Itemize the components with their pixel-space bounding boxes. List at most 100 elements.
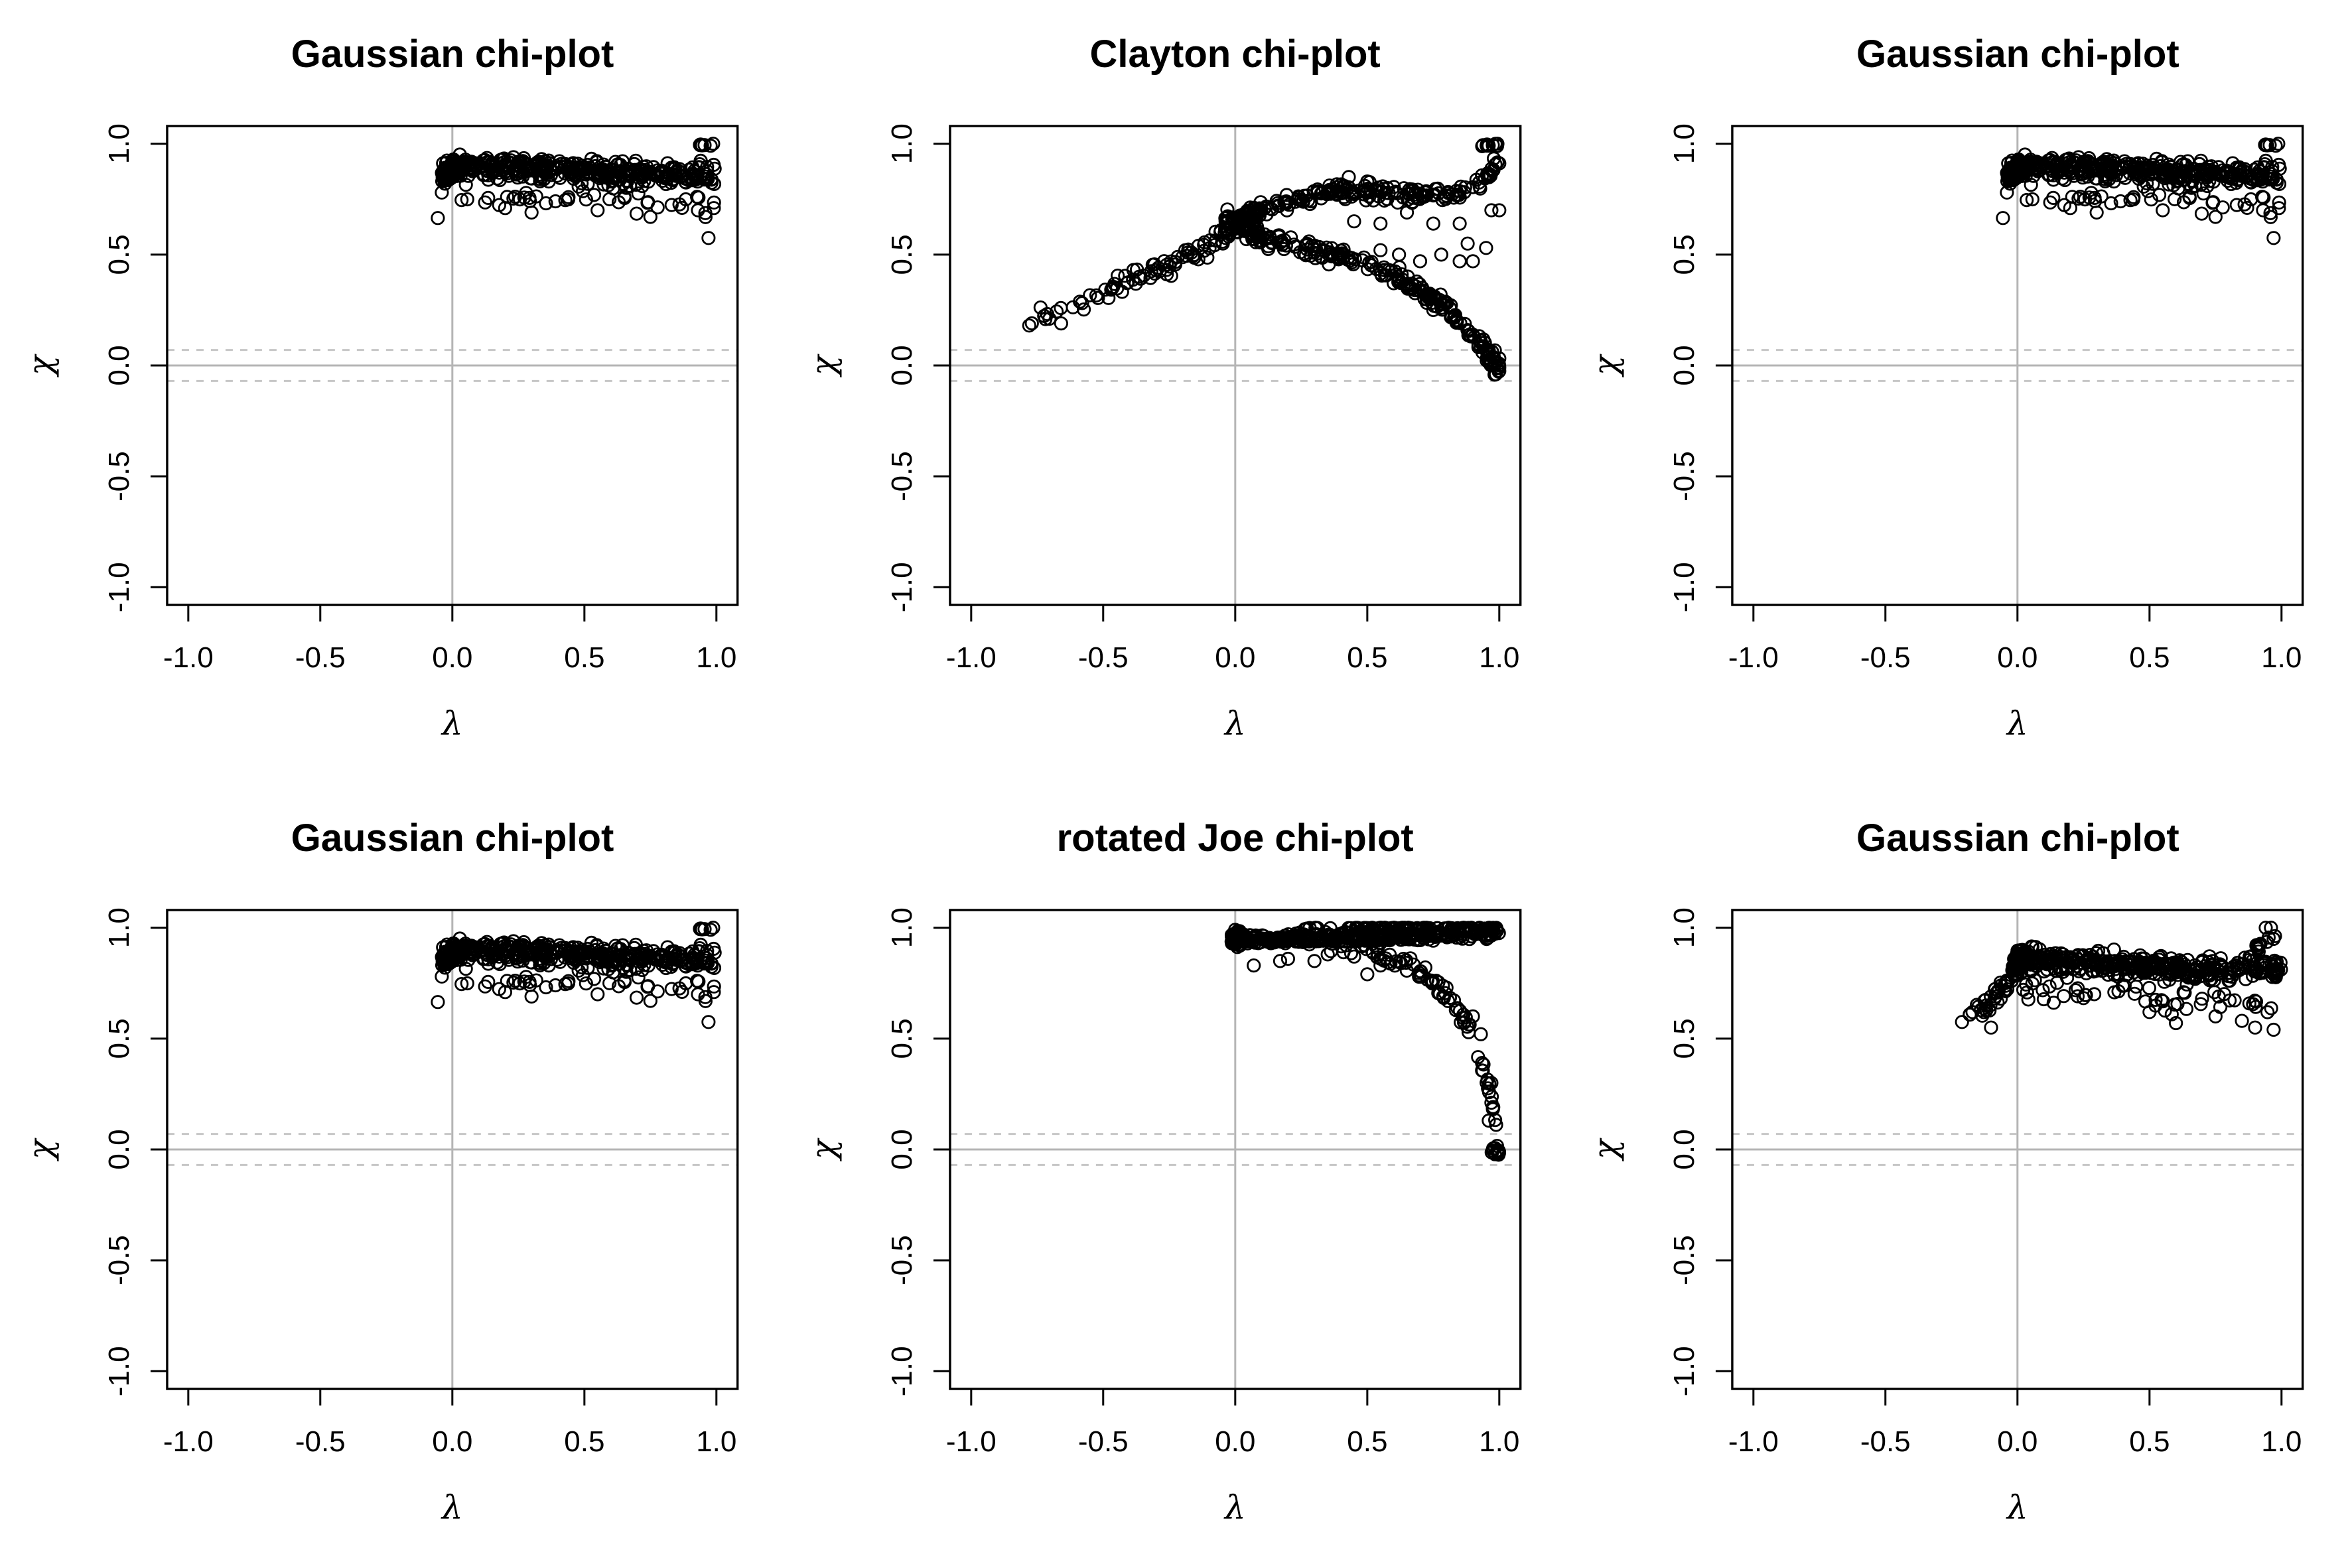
data-point — [1389, 954, 1403, 969]
data-point — [1164, 269, 1178, 283]
scatter-points — [431, 921, 722, 1029]
data-point — [533, 958, 547, 972]
data-point — [1436, 295, 1451, 310]
data-point — [458, 961, 473, 976]
data-point — [2071, 989, 2085, 1004]
y-tick-label: -0.5 — [1668, 451, 1700, 501]
data-point — [2069, 949, 2083, 964]
data-point — [2229, 161, 2244, 175]
data-point — [707, 195, 721, 210]
data-point — [478, 195, 492, 210]
data-point — [431, 995, 445, 1010]
plot-box — [1731, 909, 2304, 1390]
data-point — [2136, 966, 2150, 980]
data-point — [1489, 1118, 1503, 1132]
y-tick-label: -1.0 — [886, 1346, 918, 1396]
data-point — [581, 176, 595, 191]
data-point — [454, 946, 468, 960]
data-point — [2169, 965, 2183, 980]
data-point — [2148, 992, 2163, 1007]
data-point — [590, 203, 605, 218]
data-point — [2195, 206, 2209, 221]
data-point — [537, 938, 553, 952]
data-point — [2209, 210, 2223, 224]
x-axis-label: λ — [2006, 1488, 2028, 1527]
data-point — [2196, 186, 2211, 201]
data-point — [579, 192, 593, 207]
data-point — [1422, 287, 1437, 301]
data-point — [1439, 188, 1454, 203]
x-tick-label: 1.0 — [696, 1425, 736, 1458]
data-point — [506, 975, 521, 990]
data-point — [1426, 188, 1440, 203]
data-point — [1107, 277, 1122, 291]
data-point — [604, 946, 618, 961]
data-point — [1373, 958, 1388, 973]
data-point — [602, 948, 616, 962]
data-point — [2107, 985, 2122, 1000]
x-tick-label: -0.5 — [295, 641, 346, 674]
data-point — [2089, 946, 2104, 960]
data-point — [1322, 178, 1337, 193]
x-tick-label: 0.5 — [1347, 1425, 1387, 1458]
x-tick-label: -1.0 — [1728, 1425, 1779, 1458]
x-axis-label: λ — [2006, 704, 2028, 743]
chi-plot-panel-6: Gaussian chi-plot -1.0 -0.5 0.0 0.5 1.0 λ -1.0… — [1565, 784, 2348, 1568]
data-point — [563, 951, 578, 966]
data-point — [2076, 170, 2091, 185]
y-tick-label: 1.0 — [886, 907, 918, 948]
data-point — [1377, 263, 1391, 277]
data-point — [648, 952, 663, 967]
data-point — [1480, 1072, 1495, 1087]
x-tick-label: 1.0 — [2262, 641, 2302, 674]
data-point — [707, 201, 721, 216]
y-axis: -1.0 -0.5 0.0 0.5 1.0 χ — [1586, 123, 1733, 612]
y-tick-label: 1.0 — [103, 123, 135, 164]
data-point — [2142, 1005, 2157, 1019]
data-point — [2043, 195, 2058, 210]
x-tick-label: -0.5 — [1078, 1425, 1129, 1458]
x-axis-label: λ — [441, 704, 463, 743]
x-axis-label: λ — [1223, 704, 1246, 743]
x-tick-label: -0.5 — [1078, 641, 1129, 674]
data-point — [2237, 197, 2252, 212]
data-point — [2087, 987, 2102, 1002]
data-point — [2104, 196, 2118, 211]
data-point — [1955, 1015, 1970, 1029]
data-point — [2168, 997, 2182, 1012]
x-tick-label: 0.5 — [564, 641, 604, 674]
data-point — [2122, 166, 2138, 180]
data-point — [2158, 171, 2173, 186]
data-point — [1405, 194, 1420, 209]
x-tick-label: -1.0 — [1728, 641, 1779, 674]
data-point — [485, 940, 500, 955]
data-point — [643, 210, 657, 224]
data-point — [2235, 1013, 2250, 1028]
data-point — [1033, 300, 1048, 315]
data-point — [441, 172, 455, 188]
y-axis: -1.0 -0.5 0.0 0.5 1.0 χ — [804, 123, 950, 612]
data-point — [2220, 966, 2235, 980]
data-point — [1320, 947, 1335, 962]
chart-title: Clayton chi-plot — [1089, 33, 1381, 76]
data-point — [531, 941, 545, 955]
data-point — [631, 186, 646, 201]
data-point — [1405, 281, 1419, 296]
data-point — [1482, 352, 1497, 367]
reference-lines — [167, 126, 738, 605]
data-point — [1453, 179, 1468, 194]
data-point — [531, 157, 545, 171]
data-point — [533, 174, 547, 188]
scatter-points — [1996, 137, 2288, 245]
y-tick-label: 1.0 — [103, 907, 135, 948]
data-point — [629, 990, 644, 1005]
data-point — [1306, 245, 1322, 260]
data-point — [1261, 239, 1275, 253]
data-point — [1434, 247, 1448, 262]
data-point — [561, 976, 576, 991]
data-point — [1413, 186, 1427, 201]
y-tick-label: 0.0 — [103, 1129, 135, 1169]
data-point — [2266, 231, 2281, 245]
x-tick-label: 0.0 — [432, 1425, 472, 1458]
data-point — [664, 982, 679, 996]
